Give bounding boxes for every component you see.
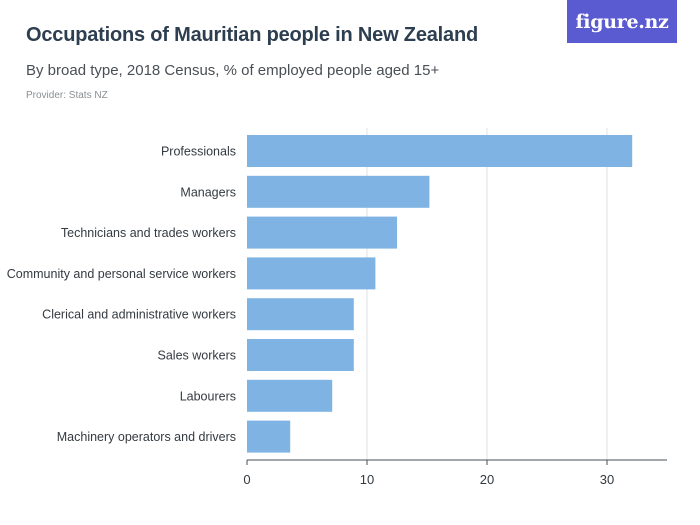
category-label: Professionals	[161, 145, 236, 159]
chart-title: Occupations of Mauritian people in New Z…	[26, 24, 478, 46]
x-tick-label: 10	[360, 472, 374, 487]
x-tick-label: 20	[480, 472, 494, 487]
category-label: Machinery operators and drivers	[57, 430, 236, 444]
bar[interactable]	[247, 298, 354, 331]
bar[interactable]	[247, 379, 333, 412]
bar[interactable]	[247, 175, 430, 208]
x-tick-label: 30	[600, 472, 614, 487]
x-tick-label: 0	[243, 472, 250, 487]
category-label: Clerical and administrative workers	[42, 308, 236, 322]
category-label: Technicians and trades workers	[61, 226, 236, 240]
bar[interactable]	[247, 257, 376, 290]
category-label: Sales workers	[158, 349, 237, 363]
bar[interactable]	[247, 420, 291, 453]
provider-credit: Provider: Stats NZ	[26, 90, 108, 101]
chart-subtitle: By broad type, 2018 Census, % of employe…	[26, 62, 440, 79]
category-labels: Professionals Managers Technicians and tra…	[7, 145, 236, 445]
x-axis: 0 10 20 30	[243, 459, 667, 487]
category-label: Community and personal service workers	[7, 267, 236, 281]
bar[interactable]	[247, 135, 633, 167]
category-label: Managers	[180, 185, 236, 199]
category-label: Labourers	[180, 389, 236, 403]
figure-nz-logo[interactable]: figure.nz	[567, 0, 677, 43]
bar[interactable]	[247, 216, 397, 249]
bars	[247, 135, 633, 453]
bar[interactable]	[247, 339, 354, 371]
